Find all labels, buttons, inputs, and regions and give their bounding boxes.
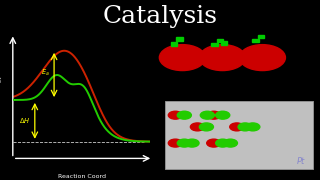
- Circle shape: [238, 123, 252, 131]
- Circle shape: [207, 139, 221, 147]
- FancyBboxPatch shape: [165, 101, 313, 169]
- Text: Pt: Pt: [296, 158, 305, 166]
- Bar: [217, 39, 223, 42]
- Circle shape: [168, 111, 182, 119]
- Text: Reaction Coord: Reaction Coord: [58, 174, 106, 179]
- Circle shape: [246, 123, 260, 131]
- Bar: [252, 39, 259, 42]
- Circle shape: [200, 111, 214, 119]
- Circle shape: [199, 123, 213, 131]
- Text: $E_a$: $E_a$: [41, 67, 50, 78]
- Circle shape: [216, 111, 230, 119]
- Circle shape: [168, 139, 182, 147]
- Bar: [211, 43, 218, 46]
- Circle shape: [207, 111, 221, 119]
- Bar: [258, 35, 264, 38]
- Circle shape: [230, 123, 244, 131]
- Circle shape: [185, 139, 199, 147]
- Text: Energy: Energy: [0, 74, 2, 96]
- Bar: [171, 42, 177, 46]
- Circle shape: [190, 123, 204, 131]
- Circle shape: [159, 45, 205, 71]
- Text: Catalysis: Catalysis: [102, 5, 218, 28]
- Circle shape: [239, 45, 285, 71]
- Circle shape: [223, 139, 237, 147]
- Circle shape: [177, 139, 191, 147]
- Circle shape: [216, 139, 230, 147]
- Bar: [221, 41, 227, 45]
- Circle shape: [177, 111, 191, 119]
- Text: $\Delta H$: $\Delta H$: [19, 116, 31, 125]
- Bar: [176, 37, 183, 41]
- Circle shape: [199, 45, 245, 71]
